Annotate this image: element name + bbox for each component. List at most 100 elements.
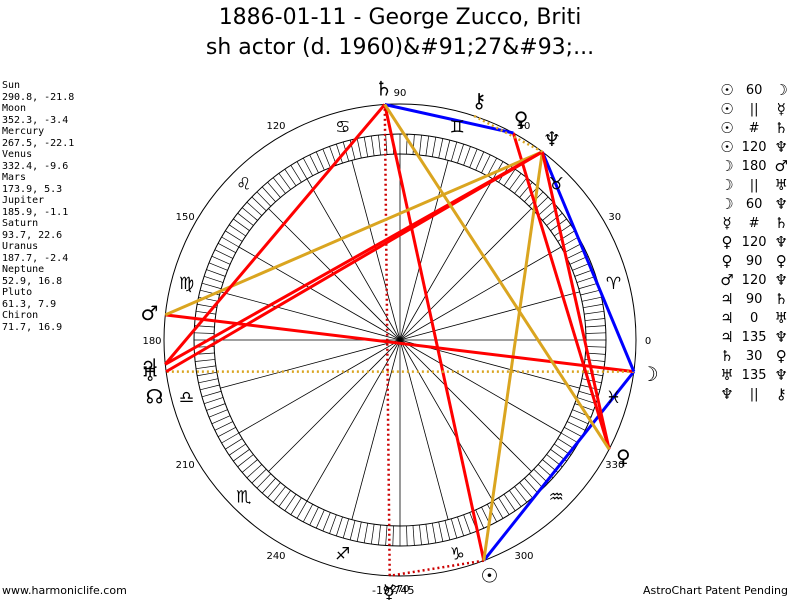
aspect-row: ♅ 135 ♆	[718, 365, 790, 384]
position-name-saturn: Saturn	[2, 218, 39, 229]
degree-tick	[406, 525, 408, 546]
spoke-line	[399, 208, 532, 341]
degree-tick	[463, 146, 471, 166]
aspect-row: ♆ || ⚷	[718, 384, 790, 403]
aspect-planet-glyph: ☽	[720, 176, 734, 194]
degree-tick	[412, 134, 415, 155]
degree-tick	[356, 138, 362, 159]
sun-glyph-icon: ☉	[481, 564, 499, 588]
degree-tick	[560, 432, 579, 444]
degree-tick	[574, 403, 594, 411]
aspect-line-moon-neptune	[540, 151, 636, 373]
aspect-planet-glyph: ♂	[774, 157, 788, 175]
degree-tick	[225, 230, 243, 242]
position-values-pluto: 61.3, 7.9	[2, 298, 57, 310]
sign-cancer-icon: ♋	[335, 118, 350, 138]
degree-tick	[214, 249, 233, 259]
chiron-glyph-icon: ⚷	[472, 89, 487, 113]
footer-center-value: -19,745	[372, 584, 415, 597]
aspect-line-venus-neptune	[540, 151, 611, 450]
aspect-symbol: 30	[745, 349, 763, 364]
degree-tick	[233, 449, 250, 462]
degree-label: 120	[266, 121, 285, 132]
degree-tick	[200, 384, 220, 391]
degree-tick	[217, 242, 236, 253]
sign-libra-icon: ♎	[179, 388, 194, 408]
aspect-row: ♄ 30 ♀	[718, 346, 790, 365]
aspect-row: ☽ 60 ♆	[718, 194, 790, 213]
position-values-chiron: 71.7, 16.9	[2, 321, 63, 333]
degree-tick	[272, 486, 286, 503]
degree-tick	[581, 378, 602, 384]
degree-tick	[554, 224, 571, 237]
aspect-planet-glyph: ♆	[774, 195, 788, 213]
pluto-glyph-icon: ♀	[514, 107, 529, 131]
aspect-symbol: 60	[745, 197, 763, 212]
degree-tick	[217, 427, 236, 438]
spoke-line	[399, 339, 562, 434]
aspect-row: ☽ || ♅	[718, 175, 790, 194]
aspect-row: ♂ 120 ♆	[718, 270, 790, 289]
aspect-planet-glyph: ♃	[720, 290, 734, 308]
aspect-symbol: 60	[745, 83, 763, 98]
sign-virgo-icon: ♍	[179, 274, 194, 294]
degree-label: 300	[514, 551, 533, 562]
degree-tick	[576, 397, 597, 404]
position-name-moon: Moon	[2, 103, 27, 114]
aspect-planet-glyph: ♄	[774, 214, 788, 232]
degree-tick	[584, 318, 605, 321]
degree-tick	[322, 148, 331, 168]
degree-tick	[296, 500, 308, 519]
degree-tick	[195, 359, 216, 362]
aspect-row: ♃ 0 ♅	[718, 308, 790, 327]
saturn-glyph-icon: ♄	[375, 77, 393, 101]
aspect-symbol: ||	[749, 387, 759, 402]
aspect-line-venus-pluto	[511, 132, 611, 450]
aspect-symbol: 90	[745, 292, 763, 307]
degree-tick	[267, 181, 281, 198]
position-name-pluto: Pluto	[2, 287, 33, 298]
degree-tick	[267, 482, 281, 499]
degree-tick	[272, 177, 286, 194]
aspect-planet-glyph: ☿	[722, 214, 732, 232]
degree-tick	[302, 157, 313, 176]
degree-tick	[581, 296, 602, 302]
degree-tick	[564, 427, 583, 438]
aspect-planet-glyph: ⚷	[775, 385, 787, 403]
degree-tick	[201, 390, 222, 398]
position-name-sun: Sun	[2, 80, 21, 91]
degree-tick	[363, 137, 369, 157]
aspect-planet-glyph: ☽	[720, 157, 734, 175]
sign-leo-icon: ♌	[236, 175, 251, 195]
aspect-row: ☽ 180 ♂	[718, 156, 790, 175]
degree-tick	[578, 390, 599, 398]
degree-label: 150	[176, 212, 195, 223]
aspect-line-sun-mercury	[389, 559, 485, 578]
aspect-planet-glyph: ♅	[774, 309, 788, 327]
degree-tick	[284, 169, 297, 186]
aspect-planet-glyph: ♀	[721, 233, 733, 251]
aspect-planet-glyph: ♃	[720, 328, 734, 346]
degree-tick	[498, 497, 510, 515]
aspect-symbol: 120	[741, 273, 767, 288]
degree-tick	[198, 378, 219, 384]
degree-tick	[578, 282, 599, 290]
spoke-line	[220, 291, 401, 341]
position-name-mercury: Mercury	[2, 126, 45, 137]
degree-tick	[370, 135, 375, 156]
sign-sagittarius-icon: ♐	[335, 544, 350, 564]
degree-tick	[309, 507, 319, 526]
degree-tick	[256, 473, 272, 489]
aspect-line-moon-mars	[165, 313, 635, 374]
degree-tick	[336, 516, 343, 537]
degree-tick	[492, 500, 504, 519]
degree-tick	[457, 516, 464, 537]
degree-tick	[221, 432, 240, 444]
sign-pisces-icon: ♓	[606, 388, 621, 408]
degree-tick	[457, 143, 464, 164]
sign-aquarius-icon: ♒	[549, 487, 564, 507]
spoke-line	[306, 339, 401, 502]
degree-tick	[438, 138, 444, 159]
degree-tick	[237, 212, 254, 226]
aspect-symbol: ||	[749, 178, 759, 193]
